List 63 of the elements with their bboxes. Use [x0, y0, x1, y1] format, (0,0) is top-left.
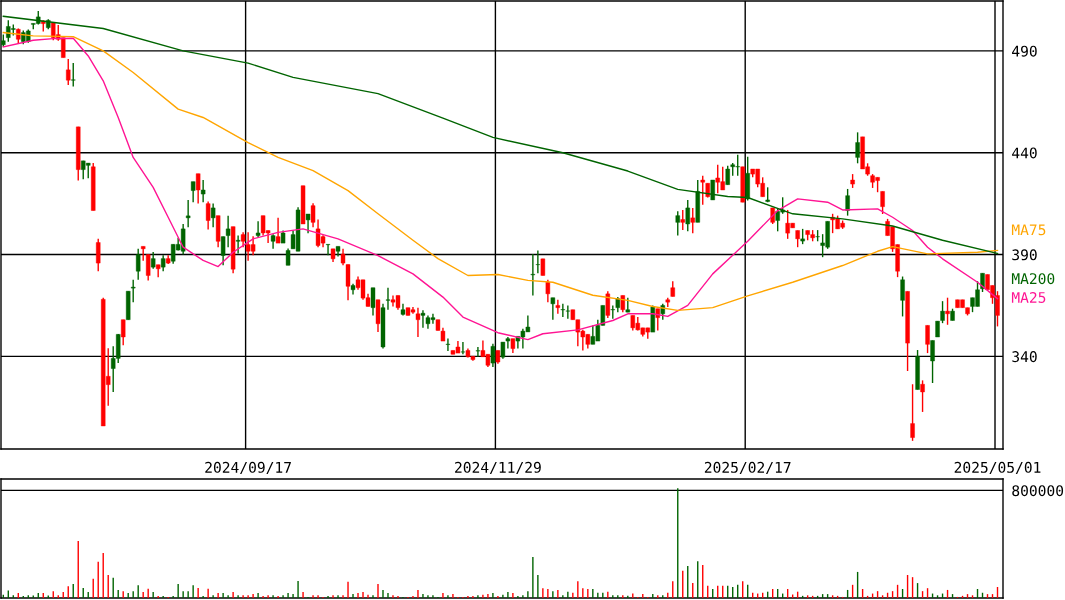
y-tick-label: 340 — [1012, 351, 1037, 363]
candlestick — [880, 190, 885, 215]
candlestick — [590, 324, 596, 346]
candlestick — [370, 287, 376, 317]
candlestick — [555, 299, 561, 315]
candlestick — [460, 341, 466, 356]
candlestick — [145, 253, 151, 282]
candlestick — [675, 210, 680, 237]
candlestick — [210, 202, 216, 228]
series-label: MA75 — [1011, 224, 1046, 236]
candlestick — [530, 253, 536, 297]
candlestick — [185, 199, 191, 228]
candlestick — [920, 379, 925, 413]
y-tick-label: 490 — [1012, 45, 1037, 57]
candlestick — [275, 217, 281, 244]
series-label: MA200 — [1011, 273, 1055, 285]
candlestick — [305, 213, 311, 234]
candlestick — [855, 131, 860, 164]
candlestick — [66, 58, 71, 86]
candlestick — [690, 207, 695, 234]
candlestick — [235, 234, 241, 255]
candlestick — [845, 188, 850, 217]
candlestick — [725, 165, 730, 186]
candlestick — [180, 223, 186, 256]
candlestick — [925, 324, 930, 354]
candlestick — [205, 200, 211, 231]
candlestick — [255, 220, 261, 238]
candlestick — [900, 275, 905, 318]
candlestick — [550, 297, 556, 321]
candlestick — [910, 383, 915, 442]
candlestick — [96, 237, 101, 272]
candlestick — [140, 245, 146, 262]
candlestick — [945, 297, 950, 326]
line-series — [2, 15, 999, 255]
candlestick — [155, 264, 161, 278]
y-tick-label: 800000 — [1012, 485, 1064, 497]
candlestick — [545, 279, 551, 303]
x-tick-label: 2025/05/01 — [954, 461, 1041, 475]
x-tick-label: 2024/11/29 — [455, 461, 541, 475]
candlestick — [120, 318, 126, 347]
candlestick — [995, 290, 1000, 328]
candlestick — [200, 179, 206, 203]
candlestick — [680, 209, 685, 231]
candlestick — [135, 248, 141, 281]
candlestick — [490, 343, 496, 368]
candlestick — [325, 243, 331, 256]
candlestick — [700, 175, 705, 206]
candlestick — [130, 279, 136, 303]
candlestick — [560, 303, 566, 318]
series-label: MA25 — [1011, 291, 1046, 303]
candlestick — [475, 346, 481, 358]
candlestick — [190, 180, 196, 203]
y-tick-label: 390 — [1012, 249, 1037, 261]
candlestick — [195, 172, 201, 205]
candlestick — [685, 199, 690, 233]
x-tick-label: 2025/02/17 — [704, 461, 791, 475]
candlestick — [605, 290, 611, 319]
candlestick — [71, 62, 76, 88]
candlestick — [445, 337, 451, 352]
x-tick-label: 2024/09/17 — [205, 461, 291, 475]
candlestick — [930, 339, 935, 384]
y-tick-label: 440 — [1012, 147, 1037, 159]
candlestick — [710, 179, 715, 201]
